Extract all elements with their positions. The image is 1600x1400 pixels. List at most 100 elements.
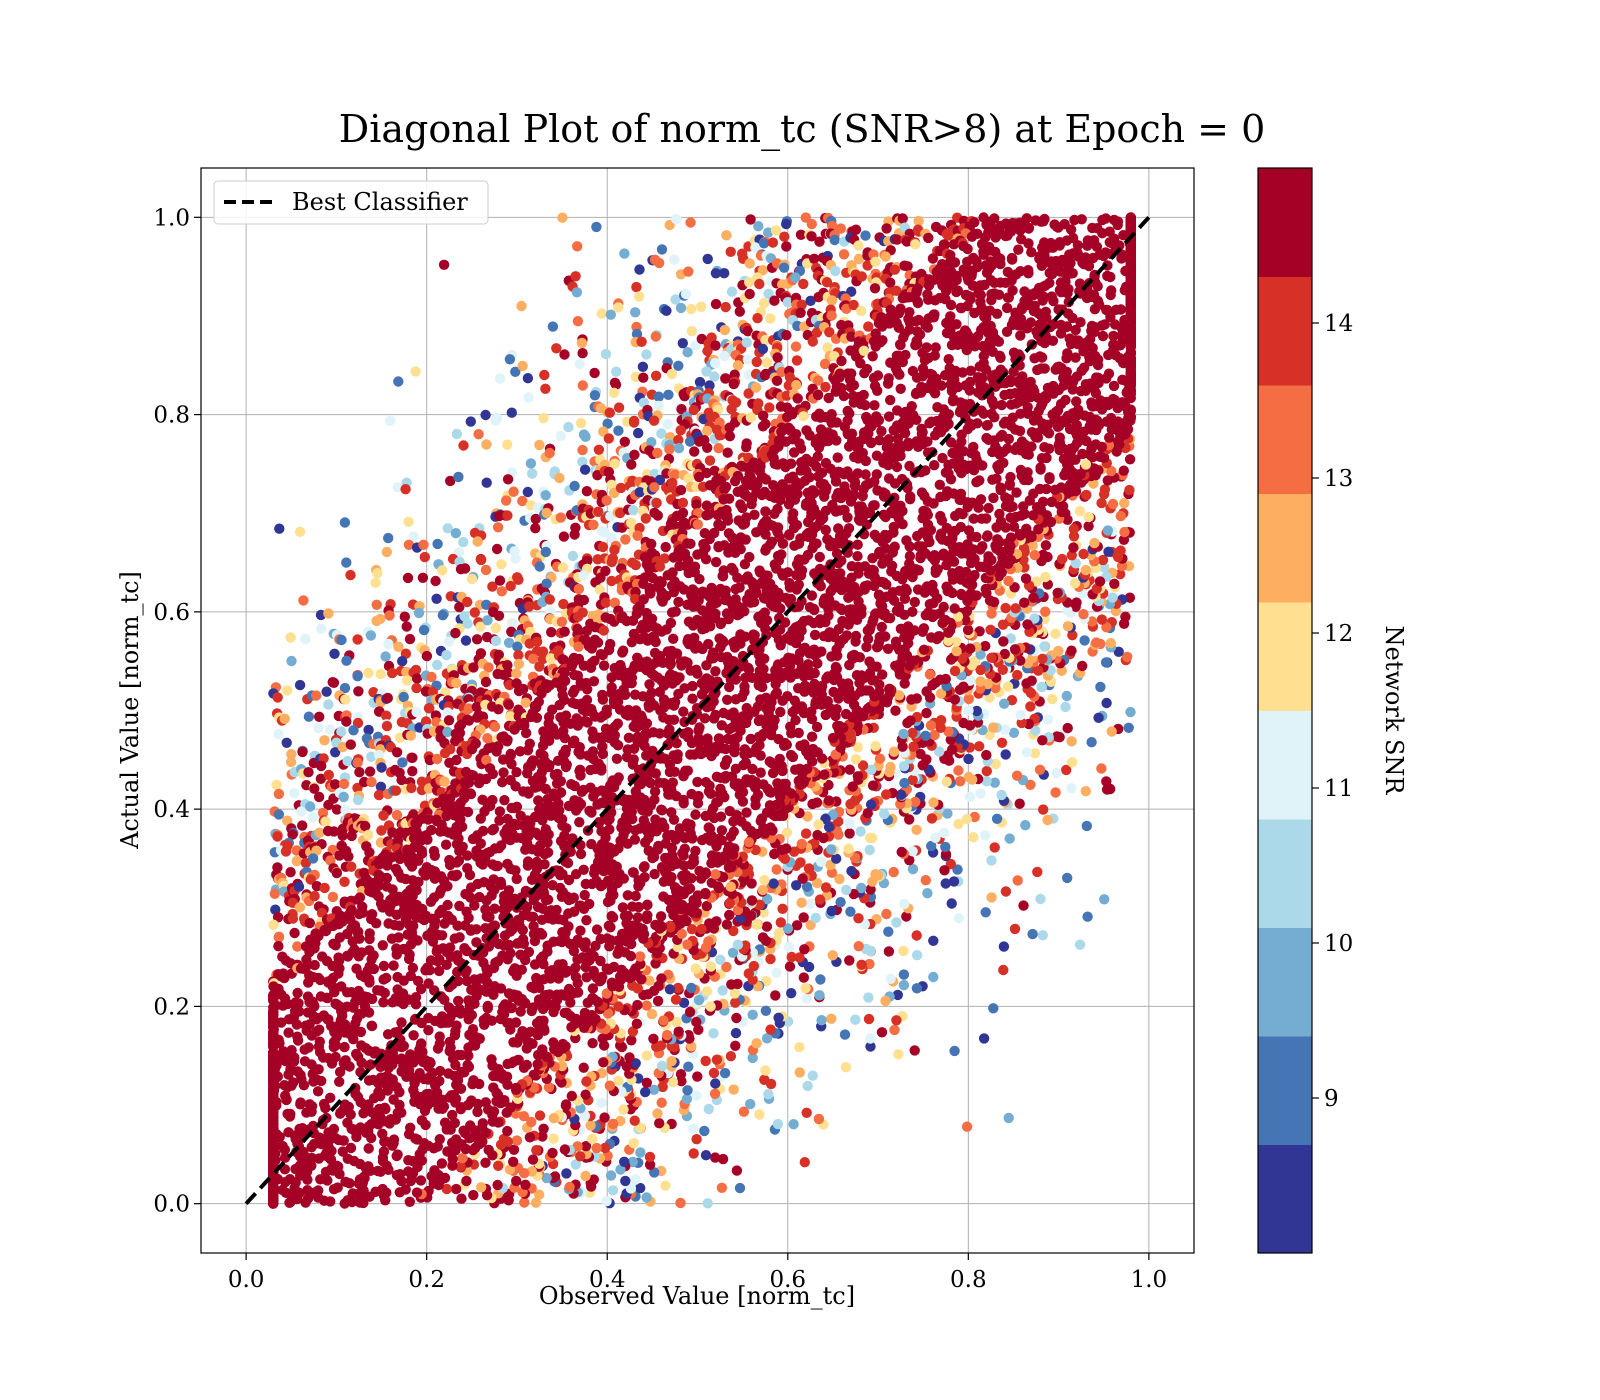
scatter-point	[1068, 523, 1080, 535]
scatter-point	[741, 442, 752, 453]
scatter-point	[603, 644, 614, 656]
scatter-point	[1102, 525, 1114, 536]
scatter-point	[291, 1019, 302, 1030]
scatter-point	[832, 720, 843, 732]
scatter-point	[727, 947, 739, 958]
scatter-point	[751, 356, 762, 368]
scatter-point	[286, 655, 297, 667]
scatter-point	[670, 294, 681, 305]
scatter-point	[1079, 635, 1090, 646]
scatter-point	[776, 844, 787, 855]
scatter-point	[710, 869, 721, 880]
scatter-point	[673, 596, 684, 608]
scatter-point	[938, 601, 949, 613]
scatter-point	[602, 418, 613, 429]
scatter-point	[628, 417, 640, 428]
scatter-point	[346, 830, 357, 842]
scatter-point	[599, 1112, 610, 1123]
scatter-point	[676, 404, 687, 415]
scatter-points	[268, 212, 1137, 1209]
scatter-point	[673, 360, 684, 371]
scatter-point	[538, 1123, 549, 1135]
scatter-point	[941, 581, 952, 592]
scatter-point	[981, 776, 992, 787]
scatter-point	[926, 632, 937, 643]
scatter-point	[664, 219, 675, 231]
scatter-point	[925, 720, 937, 731]
scatter-point	[336, 634, 347, 646]
scatter-point	[772, 778, 783, 789]
scatter-point	[928, 935, 939, 946]
scatter-point	[606, 533, 617, 544]
scatter-point	[603, 433, 614, 444]
scatter-point	[921, 707, 932, 719]
scatter-point	[403, 1155, 414, 1166]
scatter-point	[867, 351, 878, 362]
scatter-point	[798, 278, 809, 290]
scatter-point	[1101, 697, 1112, 709]
scatter-point	[1122, 651, 1133, 663]
scatter-point	[1113, 646, 1124, 657]
scatter-point	[297, 746, 308, 758]
scatter-point	[557, 562, 569, 573]
scatter-point	[1040, 540, 1052, 551]
scatter-point	[872, 385, 883, 396]
scatter-point	[866, 764, 877, 775]
scatter-point	[481, 477, 492, 488]
scatter-point	[1035, 893, 1046, 905]
scatter-point	[671, 1016, 682, 1028]
scatter-point	[762, 893, 773, 905]
scatter-point	[902, 717, 913, 729]
scatter-point	[710, 298, 722, 310]
scatter-point	[763, 1089, 774, 1100]
scatter-point	[964, 791, 976, 803]
scatter-point	[677, 497, 689, 508]
scatter-point	[447, 1109, 458, 1121]
scatter-point	[853, 253, 865, 265]
scatter-point	[502, 660, 513, 671]
scatter-point	[500, 495, 512, 506]
scatter-point	[376, 762, 387, 773]
scatter-point	[1051, 731, 1063, 742]
scatter-point	[852, 771, 864, 782]
scatter-point	[726, 286, 738, 297]
scatter-point	[272, 692, 283, 703]
scatter-point	[404, 1196, 415, 1208]
scatter-point	[794, 1067, 805, 1078]
scatter-point	[731, 1012, 742, 1024]
scatter-point	[881, 908, 892, 920]
scatter-point	[574, 358, 585, 370]
scatter-point	[489, 721, 501, 732]
scatter-point	[710, 268, 722, 279]
scatter-point	[757, 884, 768, 896]
scatter-point	[688, 1123, 699, 1135]
scatter-point	[750, 382, 762, 393]
scatter-point	[986, 652, 997, 663]
scatter-point	[539, 369, 550, 381]
scatter-point	[353, 951, 364, 962]
scatter-point	[520, 1179, 531, 1191]
scatter-point	[273, 932, 284, 943]
scatter-point	[798, 972, 809, 983]
scatter-point	[534, 439, 545, 451]
scatter-point	[538, 413, 549, 424]
scatter-point	[734, 306, 745, 317]
scatter-point	[445, 744, 456, 755]
scatter-point	[704, 380, 715, 391]
scatter-point	[865, 1033, 876, 1044]
scatter-point	[354, 767, 365, 778]
scatter-point	[846, 331, 857, 342]
scatter-point	[325, 855, 336, 866]
scatter-point	[646, 1008, 658, 1020]
scatter-point	[904, 814, 915, 825]
scatter-point	[520, 697, 531, 708]
scatter-point	[826, 295, 838, 306]
scatter-point	[601, 1196, 612, 1207]
scatter-point	[977, 541, 988, 552]
scatter-point	[775, 494, 786, 506]
scatter-point	[968, 832, 979, 843]
scatter-point	[758, 238, 770, 249]
scatter-point	[570, 271, 581, 282]
scatter-point	[517, 360, 528, 372]
scatter-point	[726, 403, 737, 415]
